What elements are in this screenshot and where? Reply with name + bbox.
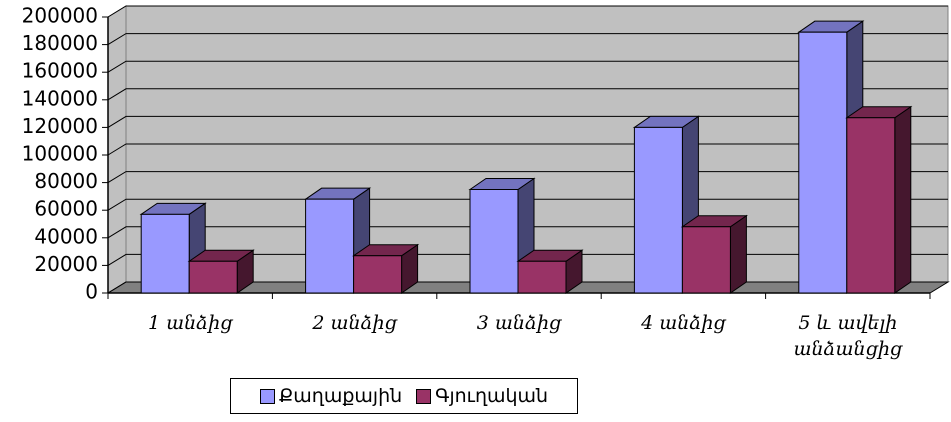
bar-group [187, 249, 255, 294]
bar [633, 126, 683, 294]
bar-group [632, 115, 701, 294]
y-tick-label: 80000 [34, 169, 98, 193]
y-tick-label: 60000 [34, 197, 98, 221]
x-tick-label: 2 անձից [312, 312, 397, 334]
bar-group [351, 243, 420, 294]
y-tick-label: 140000 [22, 86, 98, 110]
legend-label: Քաղաքային [278, 385, 403, 407]
bar-group [680, 214, 749, 294]
bar-group [139, 202, 207, 294]
bar [798, 31, 848, 294]
x-tick-label: 1 անձից [147, 312, 233, 334]
legend-item: Քաղաքային [259, 385, 403, 407]
chart: 0 20000 40000 60000 80000 100000 120000 140000 1… [22, 4, 950, 304]
bar-group [516, 249, 584, 294]
legend-item: Գյուղական [416, 385, 548, 407]
x-tick-label: 5 և ավելի անձանցից [793, 312, 903, 360]
grid-line [107, 5, 948, 18]
bar [353, 255, 403, 294]
x-tick-label: 4 անձից [641, 312, 726, 334]
legend-swatch [259, 389, 275, 404]
bar [517, 260, 567, 294]
y-tick-label: 160000 [22, 59, 98, 83]
bar-side [729, 214, 747, 294]
x-tick-label: 3 անձից [476, 312, 562, 334]
y-tick-label: 20000 [34, 252, 98, 276]
y-tick-label: 100000 [22, 142, 98, 166]
y-tick-label: 40000 [34, 224, 98, 248]
grid-line [107, 60, 948, 73]
bar-side [894, 105, 912, 294]
y-tick-label: 180000 [22, 31, 98, 55]
bar [681, 226, 731, 294]
bar [305, 198, 355, 294]
bar-group [845, 105, 913, 294]
grid-line [107, 88, 948, 101]
bar [846, 117, 896, 294]
y-tick-label: 0 [85, 280, 98, 304]
bar [140, 213, 190, 294]
bar [469, 189, 519, 294]
legend-swatch [416, 389, 432, 404]
y-tick-label: 120000 [22, 114, 98, 138]
legend-label: Գյուղական [435, 385, 549, 407]
y-tick-label: 200000 [22, 4, 98, 28]
grid-line [107, 33, 948, 46]
legend: Քաղաքային Գյուղական [230, 378, 578, 414]
bar [188, 260, 238, 294]
